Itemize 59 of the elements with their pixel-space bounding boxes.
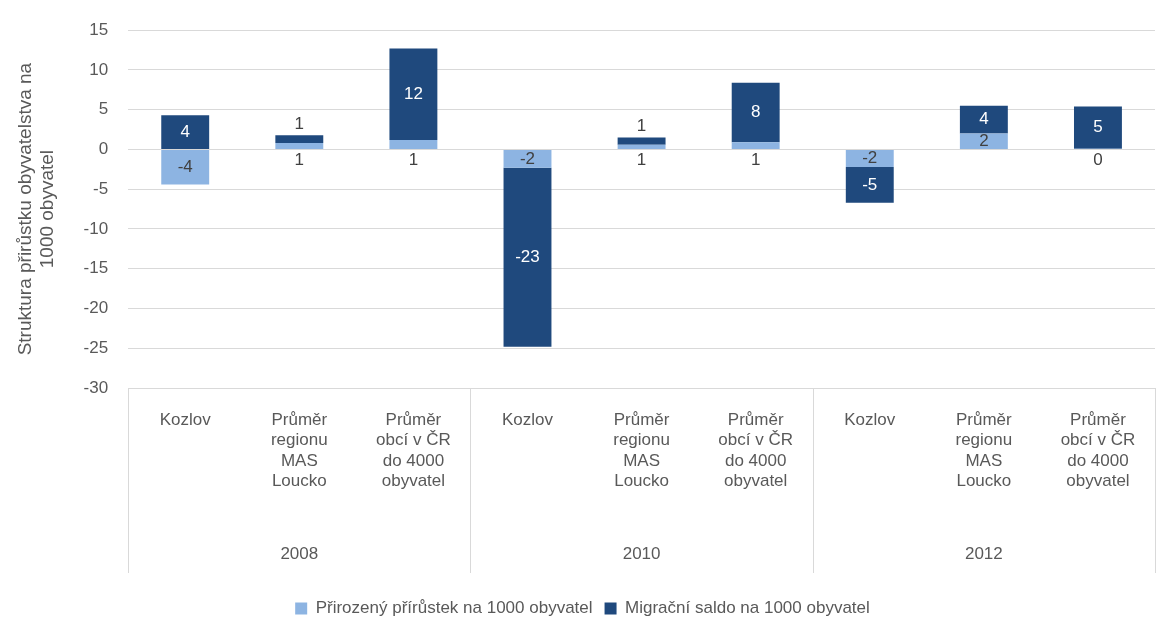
y-tick-label: -15 [83,258,109,278]
bar [731,82,780,143]
bar [503,167,552,347]
bar [503,149,552,168]
x-tick-label: Kozlov [844,409,896,429]
data-label: 5 [1093,117,1103,137]
y-axis-title: Struktura přirůstku obyvatelstva na 1000 obyvatel [13,62,58,356]
y-tick-label: -5 [93,178,109,198]
bar [959,105,1008,134]
data-label: -2 [862,148,878,168]
x-tick-label: Kozlov [159,409,212,429]
x-tick-label: Průměr obcí v ČR do 4000 obyvatel [376,409,451,491]
legend-label: Migrační saldo na 1000 obyvatel [625,598,870,618]
x-tick-label: Průměr obcí v ČR do 4000 obyvatel [718,409,793,491]
data-label: 8 [750,102,761,122]
bar [161,115,210,149]
data-label: 2 [979,130,989,150]
y-tick-label: 15 [89,19,109,39]
data-label: -23 [515,246,540,266]
data-label: 1 [294,149,305,169]
bar [389,139,438,149]
data-label: -2 [519,148,536,168]
x-tick-label: Průměr obcí v ČR do 4000 obyvatel [1060,409,1136,491]
data-label: 1 [408,149,419,169]
bar [1073,106,1122,149]
x-tick-label: Kozlov [501,409,554,429]
text: 2012 [964,543,1003,563]
bar [617,144,666,149]
data-label: 12 [403,83,423,103]
y-tick-label: -25 [83,337,109,357]
data-label: 4 [979,109,989,129]
data-label: 0 [1093,149,1103,169]
data-label: 1 [750,149,761,169]
bar [617,137,666,145]
bar [275,143,324,149]
text: 2010 [622,543,661,563]
data-label: -5 [862,174,878,194]
y-tick-label: 10 [89,59,109,79]
data-label: 1 [294,113,305,133]
bar [845,149,894,167]
data-label: 4 [180,121,190,141]
bar [845,166,894,203]
x-tick-label: Průměr regionu MAS Loucko [955,409,1013,491]
bar [161,149,210,185]
y-tick-label: -10 [83,218,109,238]
legend-label: Přirozený přírůstek na 1000 obyvatel [315,598,593,618]
data-label: 1 [636,149,647,169]
data-label: -4 [177,156,193,176]
y-tick-label: 5 [98,99,109,119]
bar [389,48,438,140]
y-tick-label: -30 [83,377,109,397]
text: 2008 [280,543,319,563]
x-tick-label: Průměr regionu MAS Loucko [613,409,670,491]
y-tick-label: 0 [98,139,109,159]
bar [275,135,324,144]
data-label: 1 [636,116,647,136]
y-tick-label: -20 [83,298,109,318]
bar [731,142,780,149]
x-tick-label: Průměr regionu MAS Loucko [270,409,328,491]
